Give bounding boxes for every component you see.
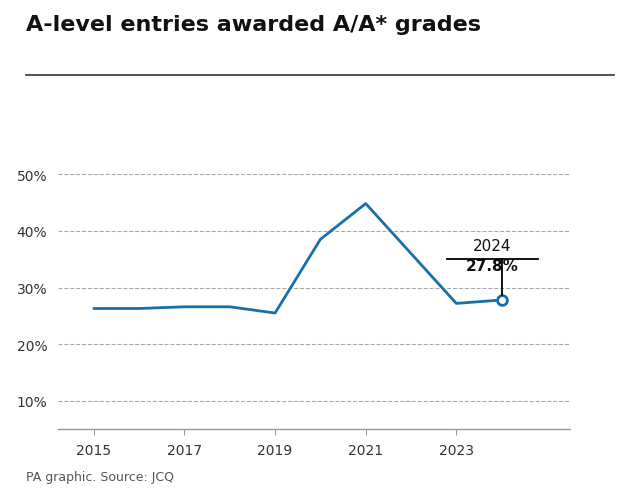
Text: A-level entries awarded A/A* grades: A-level entries awarded A/A* grades <box>26 15 481 35</box>
Text: 2024: 2024 <box>474 239 512 254</box>
Text: 27.8%: 27.8% <box>466 259 519 273</box>
Text: PA graphic. Source: JCQ: PA graphic. Source: JCQ <box>26 470 173 483</box>
